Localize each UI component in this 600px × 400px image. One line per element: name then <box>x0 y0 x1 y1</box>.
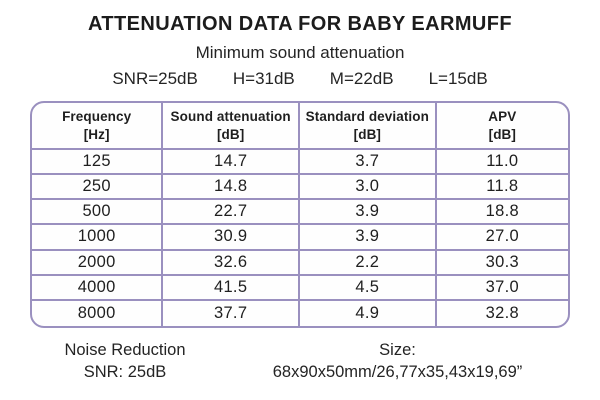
page-title: ATTENUATION DATA FOR BABY EARMUFF <box>88 13 512 35</box>
table-cell-attenuation: 32.6 <box>163 250 300 276</box>
header-cell-sound-attenuation: Sound attenuation [dB] <box>163 103 300 150</box>
table-cell-apv: 27.0 <box>436 225 568 251</box>
table-cell-deviation: 2.2 <box>299 250 437 276</box>
header-label: Standard deviation <box>305 108 429 124</box>
table-cell-attenuation: 22.7 <box>163 200 300 226</box>
header-unit: [dB] <box>488 126 516 142</box>
table-cell-apv: 11.0 <box>436 150 568 176</box>
header-cell-apv: APV [dB] <box>436 103 568 150</box>
table-cell-apv: 11.8 <box>436 175 568 201</box>
table-cell-apv: 37.0 <box>436 276 568 301</box>
header-label: Sound attenuation <box>170 108 291 124</box>
table-cell-deviation: 4.9 <box>300 300 437 326</box>
header-label: Frequency <box>62 108 132 124</box>
attenuation-table-grid: Frequency [Hz] Sound attenuation [dB] St… <box>32 103 568 326</box>
size-value: 68x90x50mm/26,77x35,43x19,69” <box>272 363 523 382</box>
header-cell-standard-deviation: Standard deviation [dB] <box>299 103 437 150</box>
table-cell-apv: 18.8 <box>436 200 568 226</box>
table-cell-attenuation: 41.5 <box>163 275 300 301</box>
snr-summary-row: SNR=25dB H=31dB M=22dB L=15dB <box>0 69 600 89</box>
noise-reduction-note: Noise Reduction SNR: 25dB <box>30 339 220 384</box>
table-cell-attenuation: 30.9 <box>163 225 300 251</box>
table-cell-frequency: 250 <box>32 175 164 201</box>
table-cell-deviation: 3.9 <box>299 225 437 251</box>
noise-reduction-value: SNR: 25dB <box>83 363 167 382</box>
table-cell-attenuation: 14.8 <box>163 175 300 201</box>
noise-reduction-label: Noise Reduction <box>64 341 186 359</box>
table-cell-frequency: 1000 <box>32 225 164 251</box>
header-label: APV <box>488 108 517 124</box>
header-cell-frequency: Frequency [Hz] <box>32 103 164 150</box>
table-cell-frequency: 2000 <box>32 250 164 276</box>
table-cell-frequency: 500 <box>32 200 164 226</box>
table-cell-deviation: 3.0 <box>299 175 437 201</box>
header-unit: [dB] <box>216 126 245 142</box>
footer: Noise Reduction SNR: 25dB Size: 68x90x50… <box>0 339 600 384</box>
table-cell-apv: 30.3 <box>436 251 568 276</box>
table-cell-frequency: 4000 <box>32 275 164 301</box>
attenuation-table: Frequency [Hz] Sound attenuation [dB] St… <box>30 101 570 328</box>
table-cell-deviation: 3.7 <box>299 150 437 176</box>
header-unit: [dB] <box>353 126 382 142</box>
summary-snr: SNR=25dB <box>112 69 198 88</box>
header-unit: [Hz] <box>83 126 110 142</box>
table-cell-frequency: 125 <box>32 150 164 176</box>
size-label: Size: <box>379 341 416 359</box>
summary-m: M=22dB <box>329 69 394 88</box>
table-cell-apv: 32.8 <box>485 303 519 322</box>
table-cell-deviation: 4.5 <box>299 275 437 301</box>
page-subtitle: Minimum sound attenuation <box>195 43 405 62</box>
table-cell-attenuation: 37.7 <box>163 300 300 326</box>
size-note: Size: 68x90x50mm/26,77x35,43x19,69” <box>220 339 575 384</box>
table-cell-frequency: 8000 <box>32 300 164 326</box>
table-cell-deviation: 3.9 <box>299 200 437 226</box>
summary-l: L=15dB <box>428 69 488 88</box>
summary-h: H=31dB <box>232 69 295 88</box>
table-cell-attenuation: 14.7 <box>163 150 300 176</box>
